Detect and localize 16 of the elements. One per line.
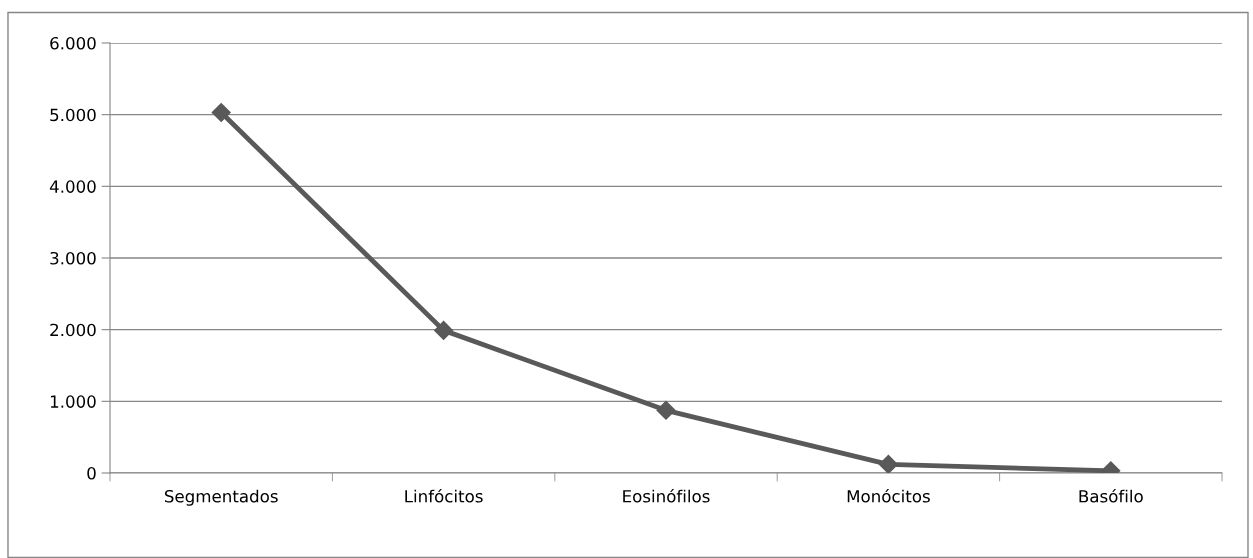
y-tick-label: 5.000 (50, 108, 96, 122)
x-tick-label: Monócitos (847, 489, 930, 503)
y-tick-label: 0 (87, 466, 96, 480)
point (656, 400, 676, 420)
y-tick-label: 3.000 (50, 251, 96, 265)
y-tick-label: 4.000 (49, 180, 96, 193)
y-tick-label: 1.000 (50, 395, 96, 408)
point (878, 454, 898, 473)
x-tick-label: Eosinófilos (623, 489, 710, 503)
point (211, 102, 231, 123)
x-tick-label: Segmentados (164, 489, 278, 506)
point (434, 320, 454, 340)
y-tick-label: 6.000 (50, 36, 96, 50)
x-tick-label: Basófilo (1079, 489, 1143, 503)
x-tick-label: Linfócitos (405, 489, 483, 503)
y-tick-label: 2.000 (50, 323, 96, 337)
